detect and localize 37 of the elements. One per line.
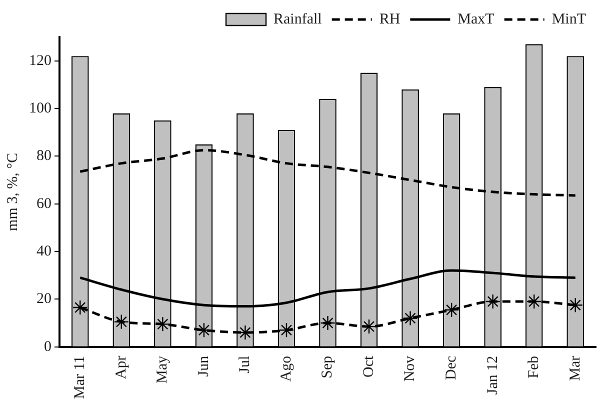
x-tick-label: Nov <box>402 355 418 382</box>
x-tick-label: Jul <box>237 356 254 374</box>
point <box>114 314 130 330</box>
point <box>526 294 542 310</box>
point <box>278 322 294 338</box>
y-axis-title: mm 3, %, °C <box>4 152 21 231</box>
x-tick-label: Oct <box>360 355 377 378</box>
x-tick-label: May <box>154 355 171 384</box>
y-tick-label: 80 <box>36 148 52 164</box>
point <box>155 316 170 332</box>
point <box>361 318 377 334</box>
y-tick-label: 40 <box>36 243 52 260</box>
y-tick-label: 0 <box>44 338 52 355</box>
point <box>72 300 88 316</box>
y-tick-label: 20 <box>36 291 52 308</box>
point <box>568 298 583 313</box>
legend-label: MaxT <box>458 11 494 28</box>
point <box>196 322 212 338</box>
x-tick-label: Jan 12 <box>484 356 501 395</box>
x-tick-label: Apr <box>113 356 130 380</box>
y-tick-label: 120 <box>29 52 52 69</box>
point <box>444 302 460 318</box>
x-tick-label: Feb <box>526 356 542 378</box>
x-tick-label: Ago <box>278 356 294 382</box>
y-tick-label: 100 <box>29 100 52 116</box>
legend-label: RH <box>379 11 400 28</box>
x-tick-label: Mar 11 <box>72 356 88 400</box>
x-tick-label: Jun <box>196 355 212 377</box>
legend-label: MinT <box>552 11 586 28</box>
x-tick-label: Dec <box>443 355 460 380</box>
x-tick-label: Sep <box>320 356 336 378</box>
point <box>320 315 336 331</box>
x-tick-label: Mar <box>567 356 584 381</box>
y-tick-label: 60 <box>36 196 52 212</box>
point <box>485 294 500 310</box>
legend-label: Rainfall <box>274 11 322 28</box>
point <box>402 310 418 326</box>
